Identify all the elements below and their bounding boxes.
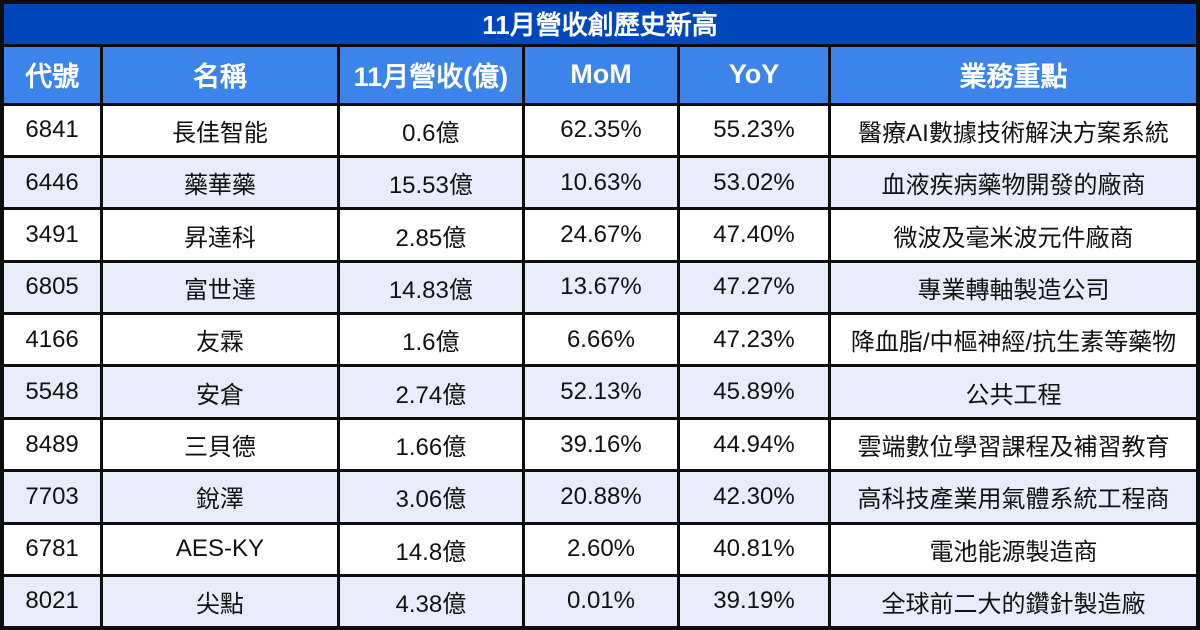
cell-code: 6805 (0, 259, 104, 316)
table-row: 4166 友霖 1.6億 6.66% 47.23% 降血脂/中樞神經/抗生素等藥… (0, 312, 1200, 368)
cell-yoy: 39.19% (677, 573, 831, 630)
table-header-row: 代號 名稱 11月營收(億) MoM YoY 業務重點 (0, 43, 1200, 106)
cell-code: 4166 (0, 312, 104, 368)
cell-name: 富世達 (100, 259, 340, 316)
cell-name: AES-KY (100, 521, 340, 577)
cell-yoy: 44.94% (677, 416, 831, 473)
cell-name: 銳澤 (100, 469, 340, 525)
cell-revenue: 14.83億 (336, 259, 525, 316)
cell-name: 長佳智能 (100, 102, 340, 158)
cell-name: 藥華藥 (100, 154, 340, 211)
cell-mom: 0.01% (521, 573, 681, 630)
cell-yoy: 45.89% (677, 364, 831, 420)
cell-yoy: 47.27% (677, 259, 831, 316)
cell-code: 8021 (0, 573, 104, 630)
cell-business: 全球前二大的鑽針製造廠 (828, 573, 1200, 630)
cell-mom: 13.67% (521, 259, 681, 316)
cell-business: 血液疾病藥物開發的廠商 (828, 154, 1200, 211)
cell-code: 6841 (0, 102, 104, 158)
cell-business: 微波及毫米波元件廠商 (828, 207, 1200, 263)
table-row: 6841 長佳智能 0.6億 62.35% 55.23% 醫療AI數據技術解決方… (0, 102, 1200, 158)
cell-revenue: 4.38億 (336, 573, 525, 630)
cell-code: 6446 (0, 154, 104, 211)
cell-business: 專業轉軸製造公司 (828, 259, 1200, 316)
cell-mom: 24.67% (521, 207, 681, 263)
cell-business: 高科技產業用氣體系統工程商 (828, 469, 1200, 525)
cell-revenue: 3.06億 (336, 469, 525, 525)
cell-business: 降血脂/中樞神經/抗生素等藥物 (828, 312, 1200, 368)
cell-yoy: 40.81% (677, 521, 831, 577)
cell-business: 電池能源製造商 (828, 521, 1200, 577)
column-header-name: 名稱 (100, 43, 340, 106)
table-row: 7703 銳澤 3.06億 20.88% 42.30% 高科技產業用氣體系統工程… (0, 469, 1200, 525)
cell-code: 3491 (0, 207, 104, 263)
column-header-mom: MoM (521, 43, 681, 106)
cell-code: 7703 (0, 469, 104, 525)
cell-mom: 20.88% (521, 469, 681, 525)
cell-revenue: 1.6億 (336, 312, 525, 368)
cell-name: 友霖 (100, 312, 340, 368)
column-header-revenue: 11月營收(億) (336, 43, 525, 106)
cell-yoy: 55.23% (677, 102, 831, 158)
cell-revenue: 14.8億 (336, 521, 525, 577)
table-row: 8489 三貝德 1.66億 39.16% 44.94% 雲端數位學習課程及補習… (0, 416, 1200, 473)
cell-code: 6781 (0, 521, 104, 577)
cell-mom: 62.35% (521, 102, 681, 158)
cell-revenue: 15.53億 (336, 154, 525, 211)
table-title: 11月營收創歷史新高 (0, 0, 1200, 47)
cell-code: 5548 (0, 364, 104, 420)
column-header-yoy: YoY (677, 43, 831, 106)
cell-revenue: 2.74億 (336, 364, 525, 420)
column-header-business: 業務重點 (828, 43, 1200, 106)
cell-revenue: 0.6億 (336, 102, 525, 158)
cell-mom: 39.16% (521, 416, 681, 473)
cell-business: 醫療AI數據技術解決方案系統 (828, 102, 1200, 158)
cell-name: 昇達科 (100, 207, 340, 263)
cell-name: 安倉 (100, 364, 340, 420)
table-title-row: 11月營收創歷史新高 (0, 0, 1200, 47)
cell-yoy: 42.30% (677, 469, 831, 525)
cell-mom: 6.66% (521, 312, 681, 368)
column-header-code: 代號 (0, 43, 104, 106)
cell-code: 8489 (0, 416, 104, 473)
cell-yoy: 53.02% (677, 154, 831, 211)
table-row: 5548 安倉 2.74億 52.13% 45.89% 公共工程 (0, 364, 1200, 420)
cell-revenue: 2.85億 (336, 207, 525, 263)
cell-name: 三貝德 (100, 416, 340, 473)
table-row: 6446 藥華藥 15.53億 10.63% 53.02% 血液疾病藥物開發的廠… (0, 154, 1200, 211)
cell-yoy: 47.40% (677, 207, 831, 263)
table-row: 3491 昇達科 2.85億 24.67% 47.40% 微波及毫米波元件廠商 (0, 207, 1200, 263)
cell-mom: 10.63% (521, 154, 681, 211)
cell-business: 雲端數位學習課程及補習教育 (828, 416, 1200, 473)
table-row: 6781 AES-KY 14.8億 2.60% 40.81% 電池能源製造商 (0, 521, 1200, 577)
table-row: 8021 尖點 4.38億 0.01% 39.19% 全球前二大的鑽針製造廠 (0, 573, 1200, 630)
cell-yoy: 47.23% (677, 312, 831, 368)
cell-name: 尖點 (100, 573, 340, 630)
table-row: 6805 富世達 14.83億 13.67% 47.27% 專業轉軸製造公司 (0, 259, 1200, 316)
cell-revenue: 1.66億 (336, 416, 525, 473)
cell-mom: 52.13% (521, 364, 681, 420)
cell-business: 公共工程 (828, 364, 1200, 420)
cell-mom: 2.60% (521, 521, 681, 577)
